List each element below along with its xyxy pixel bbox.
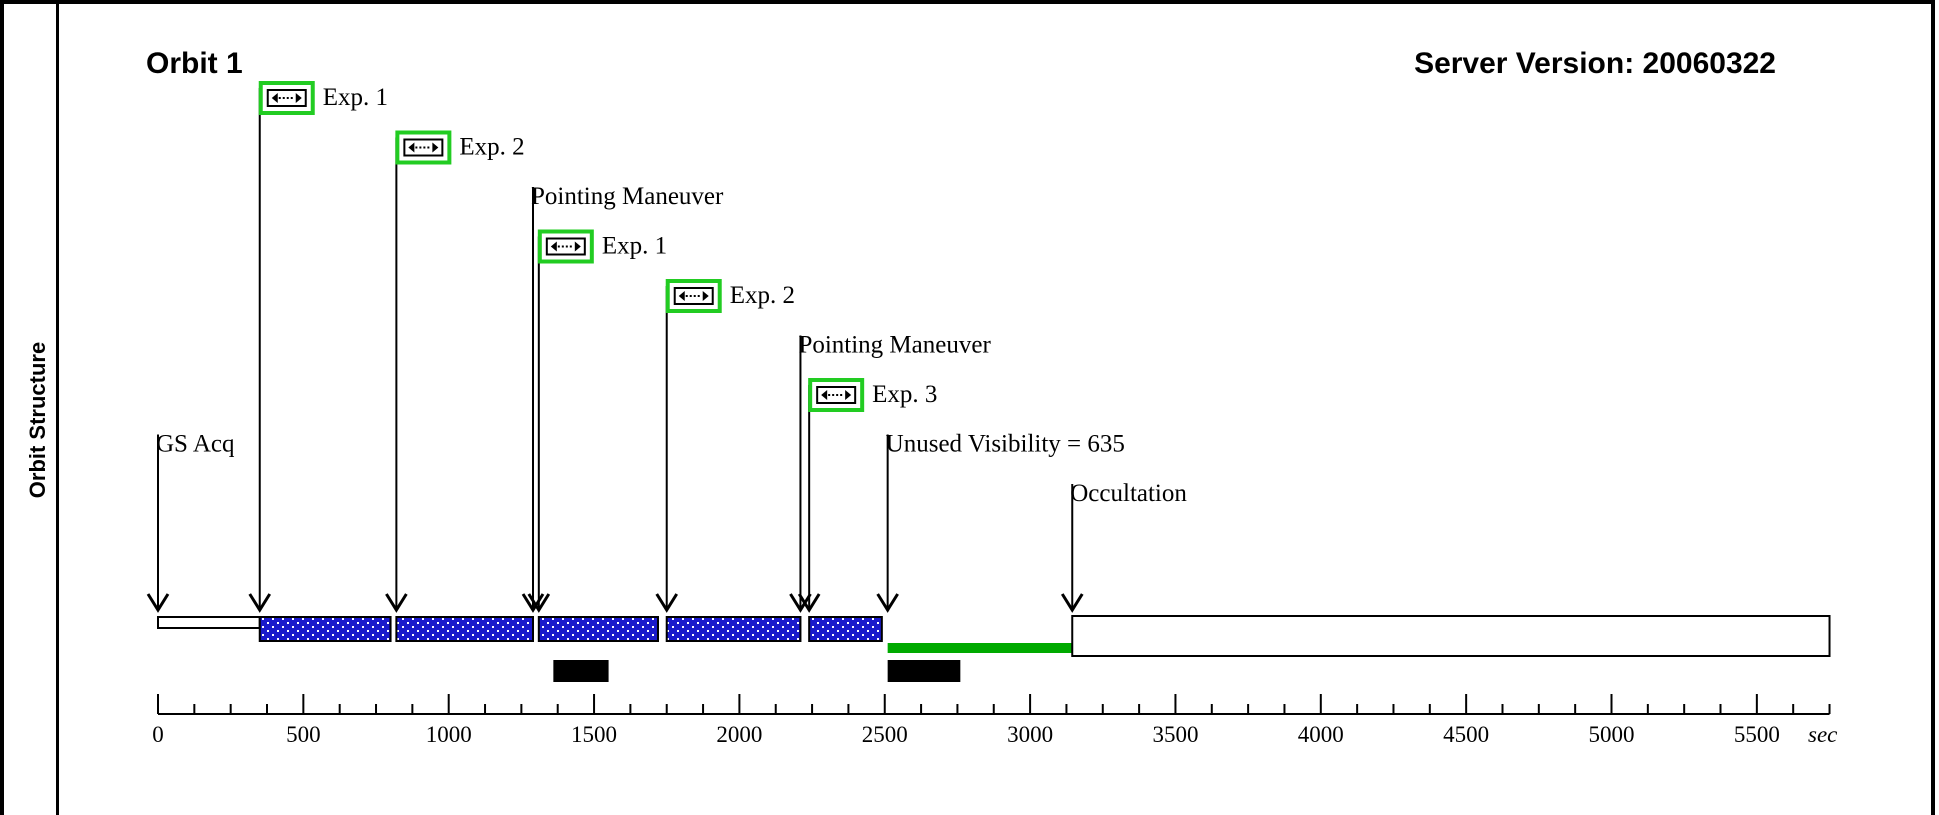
event-label: Occultation [1070,480,1187,507]
server-version: Server Version: 20060322 [1414,47,1776,80]
event-label: Exp. 1 [323,84,388,111]
black-bar [553,660,609,682]
double-arrow-icon [821,390,852,400]
tick-label: 1500 [571,722,617,747]
black-bars [553,660,961,682]
arrow-head-icon [248,593,272,613]
double-arrow-icon [550,241,581,252]
arrow-head-icon [876,593,899,613]
side-divider [56,0,59,815]
tick-label: 1000 [426,722,472,747]
tick-label: 2500 [862,722,908,747]
event-marker: Unused Visibility = 635 [876,431,1125,613]
event-marker: Occultation [1060,480,1187,613]
event-marker: Pointing Maneuver [521,183,724,613]
arrow-head-icon [1060,593,1084,613]
event-marker: Exp. 2 [655,279,795,613]
exposure-segment [395,616,535,642]
event-label: Pointing Maneuver [798,332,991,359]
event-marker: Pointing Maneuver [789,332,991,613]
exposure-segment [808,616,883,642]
event-label: Pointing Maneuver [531,183,724,210]
event-label: Exp. 3 [872,381,937,408]
event-label: GS Acq [156,431,235,458]
occultation-segment [1071,615,1831,657]
timeline-segments [157,615,1831,657]
tick-label: 5500 [1734,722,1780,747]
tick-label: 4000 [1298,722,1344,747]
orbit-title: Orbit 1 [146,47,243,80]
event-marker: Exp. 1 [527,229,667,613]
tick-label: 500 [286,722,321,747]
double-arrow-icon [408,142,439,153]
exposure-segment [665,616,802,642]
tick-label: 5000 [1589,722,1635,747]
axis-unit: sec [1808,722,1837,747]
tick-label: 3500 [1152,722,1198,747]
black-bar [887,660,961,682]
exposure-segment [258,616,392,642]
event-marker: Exp. 1 [248,81,388,613]
tick-label: 0 [152,722,164,747]
arrow-head-icon [527,593,551,613]
double-arrow-icon [678,291,709,301]
arrow-head-icon [789,593,812,613]
exposure-segment [537,616,660,642]
event-label: Exp. 1 [602,233,667,260]
event-label: Unused Visibility = 635 [886,431,1125,458]
time-axis: 0 500 1000 1500 2000 2500 3000 3500 4000 4500 5000… [152,694,1837,747]
arrow-head-icon [655,593,678,613]
arrow-head-icon [146,593,170,613]
double-arrow-icon [271,93,302,103]
unused-visibility-segment [887,643,1073,653]
event-marker: Exp. 2 [385,130,525,613]
event-label: Exp. 2 [459,134,524,161]
event-marker: GS Acq [146,431,235,613]
tick-label: 4500 [1443,722,1489,747]
acquisition-segment [157,616,261,629]
event-label: Exp. 2 [730,282,795,309]
arrow-head-icon [797,593,821,613]
arrow-head-icon [385,593,408,613]
tick-label: 3000 [1007,722,1053,747]
event-marker: Exp. 3 [797,378,937,613]
tick-label: 2000 [716,722,762,747]
